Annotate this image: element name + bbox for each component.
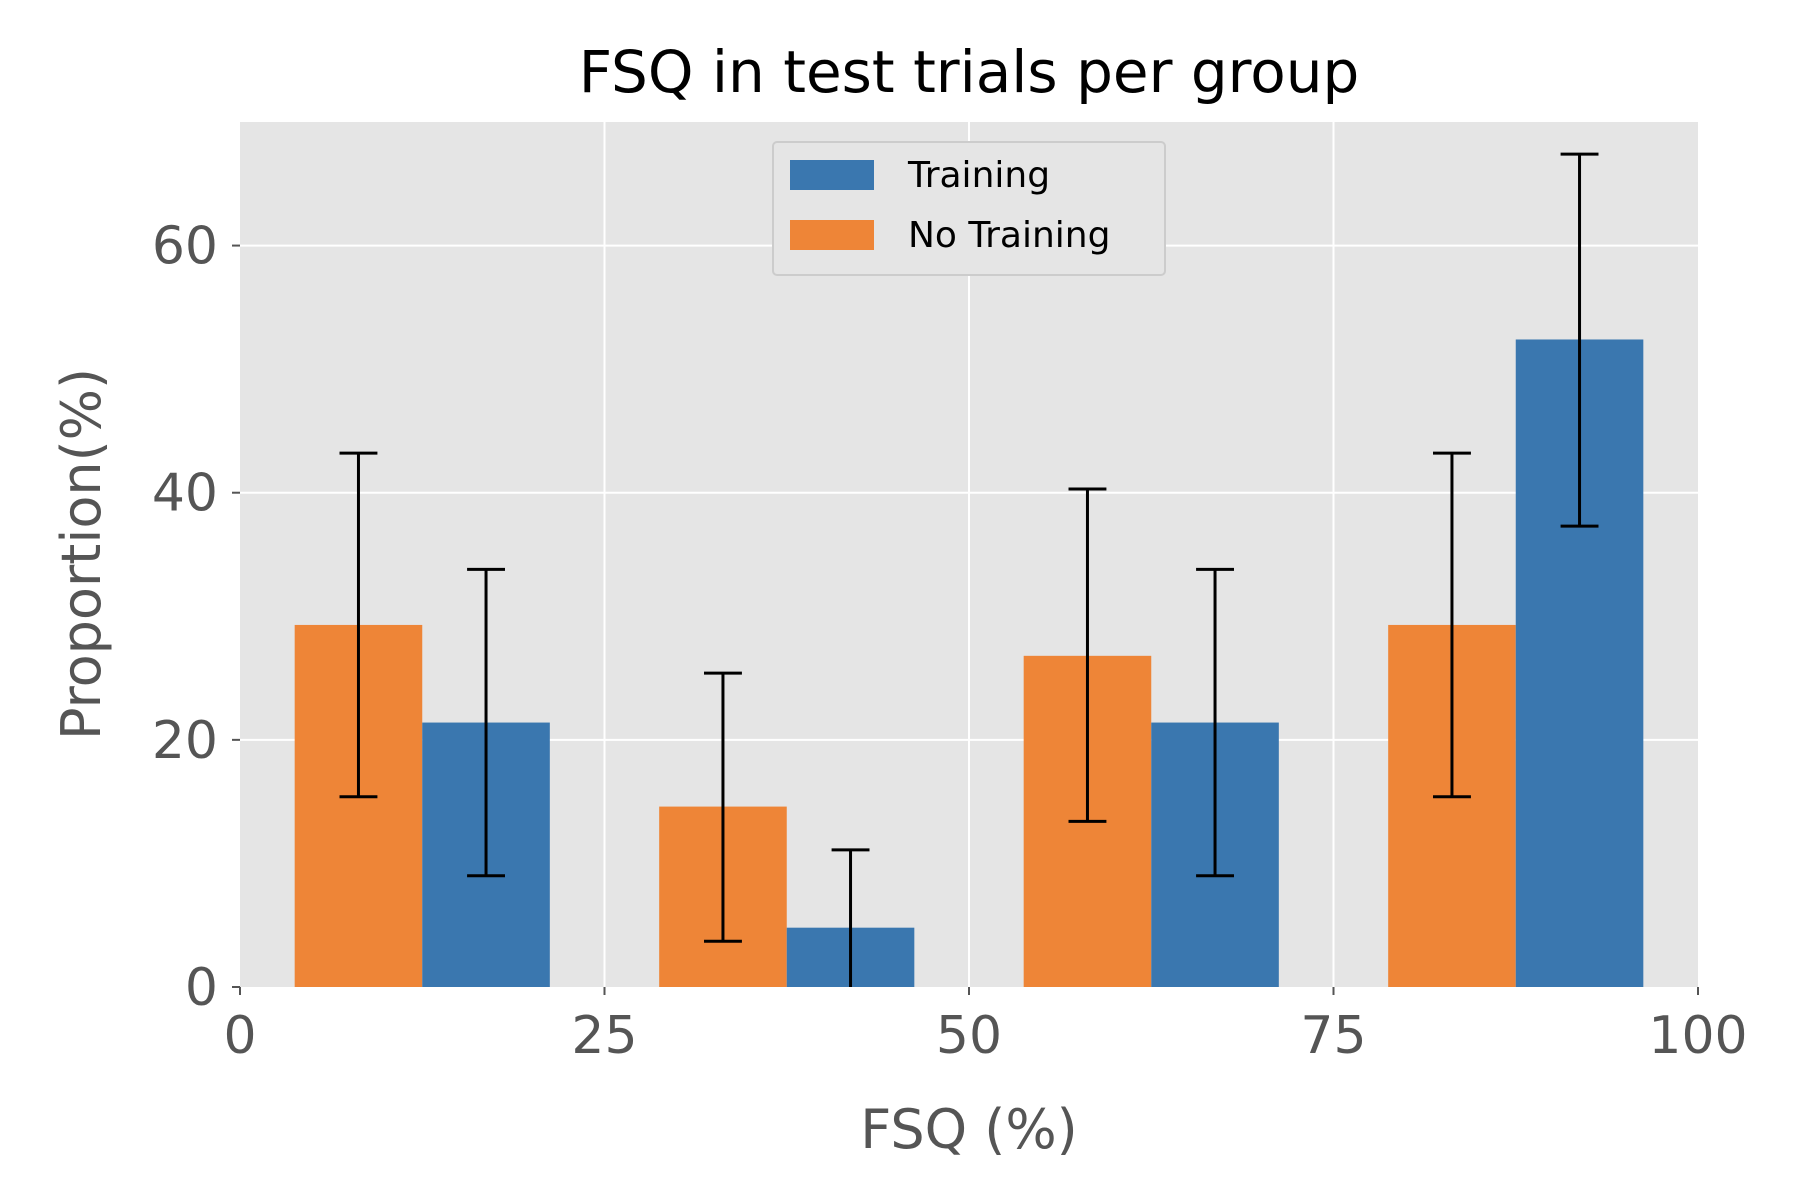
- error-bar-no-training-3: [1433, 451, 1471, 799]
- error-bar-no-training-1: [704, 671, 742, 943]
- error-bar-training-1: [831, 848, 870, 987]
- y-tick-label-1: 20: [152, 711, 218, 771]
- chart-title: FSQ in test trials per group: [579, 38, 1360, 106]
- x-tick-label-0: 0: [223, 1006, 256, 1066]
- x-tick-label-2: 50: [936, 1006, 1002, 1066]
- y-tick-label-0: 0: [185, 958, 218, 1018]
- y-tick-label-3: 60: [152, 217, 218, 277]
- x-tick-label-3: 75: [1300, 1006, 1366, 1066]
- x-axis-label: FSQ (%): [860, 1098, 1078, 1161]
- legend-label-no-training: No Training: [908, 215, 1110, 256]
- x-tick-label-4: 100: [1648, 1006, 1747, 1066]
- legend-swatch-no-training: [790, 220, 874, 250]
- legend: Training No Training: [772, 141, 1166, 276]
- error-bar-training-2: [1196, 567, 1234, 878]
- y-tick-label-2: 40: [152, 464, 218, 524]
- legend-label-training: Training: [907, 155, 1050, 196]
- error-bar-no-training-0: [339, 451, 378, 799]
- x-tick-label-1: 25: [571, 1006, 637, 1066]
- y-ticks: 0 20 40 60: [152, 217, 240, 1018]
- legend-swatch-training: [790, 160, 874, 190]
- y-axis-label: Proportion(%): [50, 368, 113, 740]
- error-bar-no-training-2: [1068, 487, 1107, 823]
- error-bar-training-3: [1560, 152, 1599, 528]
- x-ticks: 0 25 50 75 100: [223, 987, 1748, 1066]
- error-bar-training-0: [467, 567, 505, 878]
- error-bars: [339, 152, 1599, 987]
